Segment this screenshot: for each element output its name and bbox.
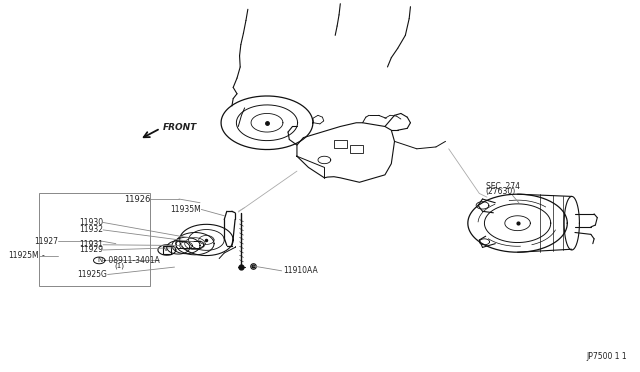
- Text: 11935M: 11935M: [170, 205, 202, 214]
- Bar: [334, 140, 347, 148]
- Text: 11932: 11932: [79, 225, 103, 234]
- Text: 11925M: 11925M: [8, 251, 38, 260]
- Text: N: N: [98, 257, 103, 263]
- Text: 11925G: 11925G: [77, 270, 108, 279]
- Text: JP7500 1 1: JP7500 1 1: [587, 352, 627, 361]
- Text: 11930: 11930: [79, 218, 103, 227]
- Text: (1): (1): [114, 263, 124, 269]
- Text: 11931: 11931: [79, 240, 103, 249]
- Text: -: -: [42, 251, 45, 260]
- Text: 11926: 11926: [124, 195, 150, 203]
- Text: 11910AA: 11910AA: [283, 266, 317, 275]
- Text: N: N: [163, 247, 167, 253]
- Text: 08911-3401A: 08911-3401A: [106, 256, 159, 265]
- Text: 11927: 11927: [35, 237, 58, 246]
- Text: (27630): (27630): [486, 187, 516, 196]
- Bar: [350, 145, 363, 153]
- Text: SEC. 274: SEC. 274: [486, 182, 520, 190]
- Text: FRONT: FRONT: [163, 123, 197, 132]
- Text: 11929: 11929: [79, 246, 103, 254]
- Bar: [38, 193, 150, 286]
